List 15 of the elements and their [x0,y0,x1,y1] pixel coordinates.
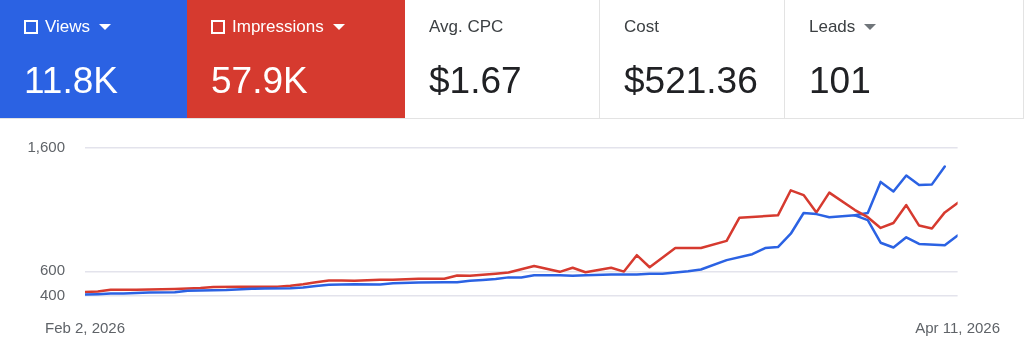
text: Cost [624,17,659,37]
text: 11.8K [24,60,119,102]
legend-label: Views [45,17,91,37]
text: Avg. CPC [429,17,504,37]
legend-label: Impressions [232,17,324,37]
x-tick-label: Feb 2, 2026 [44,319,126,337]
text: Leads [809,17,856,37]
text: $1.67 [429,60,523,102]
y-tick-label: 600 [39,261,65,279]
y-tick-label: 1,600 [27,138,65,156]
text: $521.36 [624,60,759,102]
text: 101 [809,60,872,102]
y-tick-label: 400 [39,286,65,304]
text: 57.9K [211,60,309,102]
x-tick-label: Apr 11, 2026 [915,319,1001,337]
